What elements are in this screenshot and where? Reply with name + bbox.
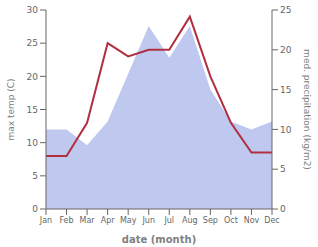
svg-text:Sep: Sep (203, 216, 218, 225)
svg-text:25: 25 (27, 38, 38, 48)
svg-text:Oct: Oct (224, 216, 238, 225)
svg-text:med. precipitation (kg/m2): med. precipitation (kg/m2) (302, 49, 310, 170)
svg-text:15: 15 (27, 105, 38, 115)
svg-text:Jul: Jul (163, 216, 174, 225)
svg-text:0: 0 (280, 204, 286, 214)
svg-text:5: 5 (280, 164, 286, 174)
svg-text:15: 15 (280, 85, 291, 95)
svg-text:25: 25 (280, 5, 291, 15)
svg-text:20: 20 (280, 45, 292, 55)
svg-text:Dec: Dec (264, 216, 279, 225)
svg-text:date (month): date (month) (122, 234, 196, 245)
svg-text:20: 20 (27, 72, 39, 82)
svg-text:5: 5 (32, 171, 38, 181)
svg-text:Jun: Jun (141, 216, 155, 225)
svg-text:10: 10 (280, 125, 292, 135)
svg-text:Apr: Apr (101, 216, 116, 225)
svg-text:30: 30 (27, 5, 39, 15)
svg-text:May: May (120, 216, 137, 225)
svg-text:Mar: Mar (80, 216, 96, 225)
svg-text:Feb: Feb (59, 216, 73, 225)
svg-text:10: 10 (27, 138, 39, 148)
svg-text:max temp (C): max temp (C) (8, 78, 16, 140)
svg-text:Aug: Aug (182, 216, 198, 225)
svg-text:Nov: Nov (244, 216, 260, 225)
svg-text:Jan: Jan (39, 216, 52, 225)
svg-text:0: 0 (32, 204, 38, 214)
